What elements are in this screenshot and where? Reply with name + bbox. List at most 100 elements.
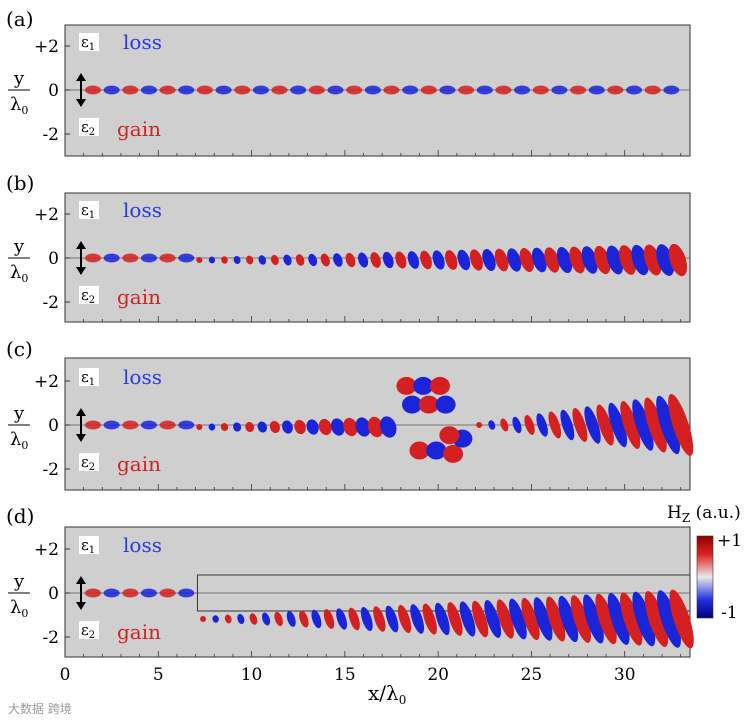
y-axis-label-denominator: λ0 bbox=[10, 94, 28, 117]
y-tick-label: +2 bbox=[34, 540, 59, 560]
field-lobe bbox=[333, 253, 343, 267]
field-lobe bbox=[500, 418, 509, 432]
y-tick-label: +2 bbox=[34, 205, 59, 225]
gain-label: gain bbox=[117, 452, 161, 476]
y-axis-label-denominator: λ0 bbox=[10, 597, 28, 620]
label-box bbox=[79, 118, 99, 136]
field-lobe bbox=[178, 253, 195, 263]
field-lobe bbox=[457, 249, 471, 271]
field-lobe bbox=[402, 395, 423, 414]
field-lobe bbox=[588, 85, 605, 95]
field-lobe bbox=[551, 85, 568, 95]
field-lobe bbox=[234, 85, 251, 95]
arrow-head-up-icon bbox=[76, 408, 86, 416]
panel-tag: (a) bbox=[6, 7, 34, 31]
colorbar: HZ (a.u.) +1 -1 bbox=[667, 503, 742, 623]
field-lobe bbox=[379, 416, 397, 438]
y-tick-label: 0 bbox=[48, 416, 59, 436]
x-tick-label: 30 bbox=[614, 665, 636, 685]
field-lobe bbox=[122, 253, 139, 263]
field-lobe bbox=[407, 251, 420, 269]
colorbar-max-label: +1 bbox=[717, 531, 742, 551]
y-tick-label: -2 bbox=[42, 293, 59, 313]
field-lobe bbox=[495, 85, 512, 95]
field-lobe bbox=[476, 85, 493, 95]
field-lobe bbox=[306, 419, 319, 435]
field-lobe bbox=[620, 592, 643, 646]
field-lobe bbox=[84, 420, 101, 430]
loss-label: loss bbox=[123, 533, 162, 557]
gain-label: gain bbox=[117, 620, 161, 644]
y-tick-label: 0 bbox=[48, 249, 59, 269]
field-lobe bbox=[140, 85, 157, 95]
field-lobe bbox=[570, 85, 587, 95]
field-lobe bbox=[122, 588, 139, 598]
field-lobe bbox=[224, 614, 232, 624]
field-lobe bbox=[294, 419, 306, 435]
field-lobe bbox=[632, 399, 654, 451]
field-lobe bbox=[644, 397, 667, 453]
gain-label: gain bbox=[117, 285, 161, 309]
field-lobe bbox=[447, 602, 463, 636]
colorbar-title: HZ (a.u.) bbox=[667, 503, 741, 525]
field-lobe bbox=[233, 255, 241, 265]
field-lobe bbox=[159, 253, 176, 263]
field-lobe bbox=[282, 420, 293, 434]
arrow-head-up-icon bbox=[76, 73, 86, 81]
field-lobe bbox=[320, 253, 330, 267]
x-tick-label: 20 bbox=[427, 665, 449, 685]
x-tick-label: 25 bbox=[521, 665, 543, 685]
label-box bbox=[79, 621, 99, 639]
field-lobe bbox=[484, 600, 502, 638]
field-lobe bbox=[140, 420, 157, 430]
field-lobe bbox=[270, 254, 279, 266]
field-lobe bbox=[208, 423, 216, 431]
field-lobe bbox=[327, 85, 344, 95]
field-lobe bbox=[410, 604, 425, 634]
watermark-text: 大数据 跨境 bbox=[8, 702, 72, 716]
field-lobe bbox=[626, 85, 643, 95]
field-lobe bbox=[271, 85, 288, 95]
field-lobe bbox=[308, 85, 325, 95]
field-lobe bbox=[122, 85, 139, 95]
arrow-head-down-icon bbox=[76, 267, 86, 275]
field-lobe bbox=[536, 413, 548, 437]
field-lobe bbox=[496, 599, 514, 639]
field-lobe bbox=[252, 85, 269, 95]
field-lobe bbox=[84, 85, 101, 95]
field-lobe bbox=[367, 416, 384, 438]
field-lobe bbox=[560, 409, 575, 441]
y-tick-label: -2 bbox=[42, 628, 59, 648]
field-lobe bbox=[343, 417, 358, 437]
x-tick-label: 10 bbox=[241, 665, 263, 685]
gain-label: gain bbox=[117, 117, 161, 141]
field-lobe bbox=[420, 85, 437, 95]
field-lobe bbox=[556, 246, 573, 274]
field-lobe bbox=[668, 394, 694, 456]
y-axis-label: y bbox=[13, 68, 25, 89]
y-tick-label: +2 bbox=[34, 37, 59, 57]
x-tick-label: 15 bbox=[334, 665, 356, 685]
field-lobe bbox=[444, 250, 458, 270]
field-lobe bbox=[439, 85, 456, 95]
field-lobe bbox=[308, 253, 318, 267]
field-lobe bbox=[439, 426, 460, 445]
loss-label: loss bbox=[123, 30, 162, 54]
field-lobe bbox=[140, 253, 157, 263]
field-lobe bbox=[488, 420, 496, 430]
field-lobe bbox=[569, 246, 585, 274]
arrow-head-down-icon bbox=[76, 99, 86, 107]
field-lobe bbox=[360, 607, 373, 631]
field-lobe bbox=[435, 395, 456, 414]
field-lobe bbox=[402, 85, 419, 95]
field-lobe bbox=[584, 406, 601, 444]
colorbar-gradient bbox=[696, 535, 714, 619]
field-lobe bbox=[103, 588, 120, 598]
field-lobe bbox=[290, 85, 307, 95]
field-lobe bbox=[519, 247, 534, 273]
arrow-head-down-icon bbox=[76, 602, 86, 610]
field-lobe bbox=[669, 589, 694, 649]
field-lobe bbox=[331, 418, 345, 436]
y-axis-label: y bbox=[13, 403, 25, 424]
